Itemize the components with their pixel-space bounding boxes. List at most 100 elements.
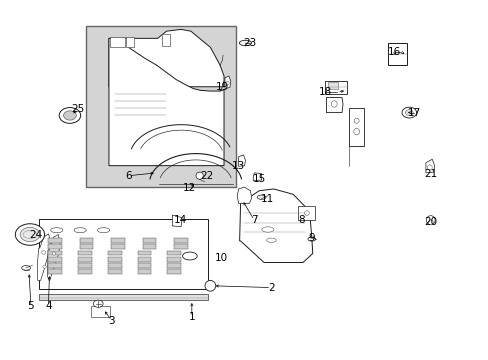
Ellipse shape (21, 266, 30, 270)
Text: 23: 23 (243, 38, 257, 48)
Bar (39, 220, 208, 289)
Bar (167, 263, 181, 268)
Bar (328, 82, 337, 89)
Text: 18: 18 (318, 87, 331, 97)
Bar (108, 269, 122, 274)
Text: 16: 16 (387, 46, 401, 57)
Circle shape (63, 111, 76, 120)
Bar (325, 81, 346, 94)
Text: 6: 6 (125, 171, 131, 181)
Bar (78, 257, 92, 262)
Circle shape (93, 300, 103, 307)
Ellipse shape (52, 252, 56, 255)
Ellipse shape (204, 280, 215, 291)
Ellipse shape (427, 165, 431, 170)
Polygon shape (237, 187, 251, 203)
Ellipse shape (43, 265, 46, 268)
Circle shape (15, 224, 44, 245)
Ellipse shape (196, 172, 203, 179)
Polygon shape (326, 98, 342, 113)
Text: 14: 14 (173, 215, 186, 225)
Bar (39, 294, 208, 300)
Bar (142, 238, 156, 243)
Circle shape (401, 107, 416, 118)
Bar (108, 263, 122, 268)
Ellipse shape (74, 228, 86, 233)
Ellipse shape (427, 220, 432, 225)
Ellipse shape (97, 228, 109, 233)
Text: 2: 2 (267, 283, 274, 293)
Bar (108, 251, 122, 255)
Bar (167, 257, 181, 262)
Bar (167, 251, 181, 255)
Bar (126, 37, 134, 47)
Text: 9: 9 (308, 233, 314, 243)
Bar (78, 269, 92, 274)
Bar (78, 263, 92, 268)
Circle shape (59, 108, 81, 123)
Text: 15: 15 (252, 174, 265, 184)
Polygon shape (239, 189, 312, 262)
Bar (110, 37, 125, 47)
Text: 13: 13 (231, 161, 245, 171)
Polygon shape (47, 234, 60, 281)
Bar (161, 34, 170, 45)
Bar (298, 206, 315, 220)
Ellipse shape (41, 251, 45, 254)
Polygon shape (238, 155, 245, 166)
Polygon shape (37, 234, 50, 280)
Bar (48, 263, 62, 268)
Bar (78, 251, 92, 255)
Polygon shape (253, 173, 261, 181)
Bar (91, 306, 110, 317)
Bar (111, 244, 124, 249)
Bar (80, 244, 93, 249)
Bar (174, 244, 187, 249)
Polygon shape (425, 159, 434, 173)
Text: 24: 24 (29, 230, 42, 239)
Bar (138, 257, 151, 262)
Ellipse shape (51, 228, 63, 233)
Ellipse shape (225, 81, 229, 85)
Bar (348, 108, 363, 146)
Text: 11: 11 (261, 194, 274, 204)
Ellipse shape (353, 129, 359, 135)
Ellipse shape (304, 211, 309, 215)
Bar (174, 238, 187, 243)
Text: 3: 3 (108, 316, 115, 325)
Bar (111, 238, 124, 243)
Text: 4: 4 (45, 301, 52, 311)
Polygon shape (224, 76, 230, 89)
Bar (387, 43, 406, 65)
Ellipse shape (307, 237, 315, 241)
Ellipse shape (239, 40, 251, 46)
Ellipse shape (330, 101, 336, 107)
Ellipse shape (266, 238, 276, 242)
Text: 1: 1 (188, 312, 195, 322)
Ellipse shape (426, 216, 434, 225)
Text: 25: 25 (71, 104, 84, 114)
Text: 21: 21 (423, 168, 436, 179)
Bar (108, 257, 122, 262)
Polygon shape (109, 39, 224, 166)
Bar (142, 244, 156, 249)
Circle shape (405, 110, 412, 116)
Text: 17: 17 (407, 108, 420, 118)
Bar (48, 269, 62, 274)
Bar (86, 26, 236, 187)
Text: 7: 7 (250, 215, 257, 225)
Circle shape (20, 227, 40, 242)
Bar (48, 244, 62, 249)
Ellipse shape (261, 227, 273, 232)
Bar (48, 238, 62, 243)
Text: 10: 10 (214, 253, 227, 263)
Bar (80, 238, 93, 243)
Text: 22: 22 (200, 171, 213, 181)
Text: 20: 20 (423, 217, 436, 227)
Bar (138, 251, 151, 255)
Ellipse shape (257, 195, 265, 199)
Ellipse shape (182, 252, 197, 260)
Bar (138, 269, 151, 274)
Ellipse shape (353, 118, 358, 123)
Bar (48, 257, 62, 262)
